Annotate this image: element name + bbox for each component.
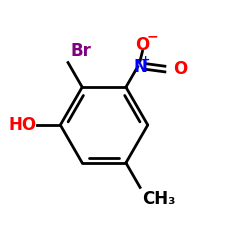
Text: +: + xyxy=(141,55,150,65)
Text: HO: HO xyxy=(8,116,37,134)
Text: Br: Br xyxy=(70,42,91,60)
Text: N: N xyxy=(133,58,147,76)
Text: CH₃: CH₃ xyxy=(142,190,176,208)
Text: −: − xyxy=(146,29,158,43)
Text: O: O xyxy=(173,60,188,78)
Text: O: O xyxy=(135,36,150,54)
